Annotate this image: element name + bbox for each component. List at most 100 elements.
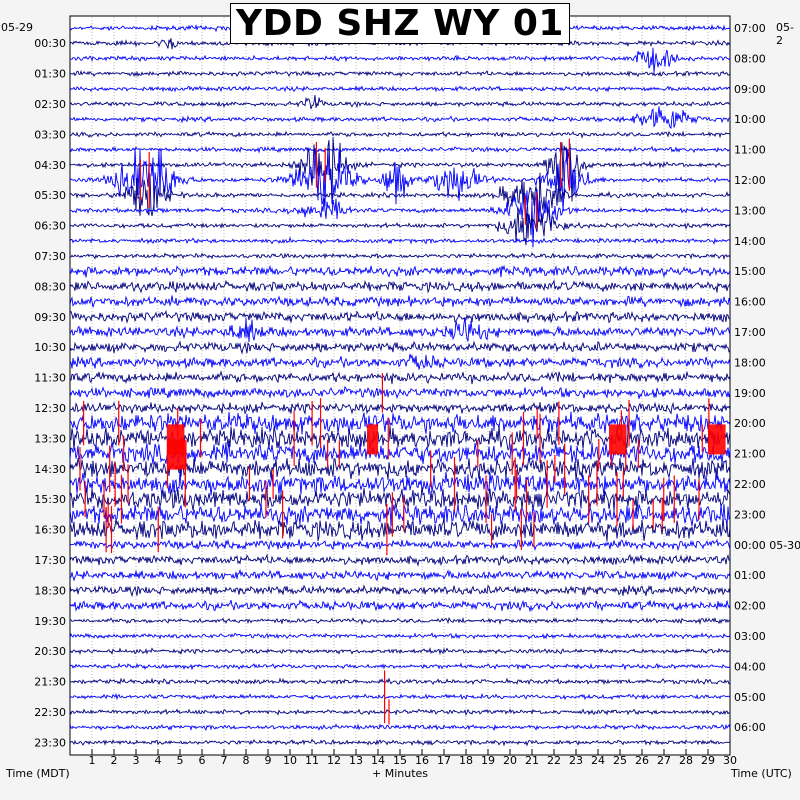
trace-line <box>69 137 731 205</box>
left-time-label: 10:30 <box>34 341 66 354</box>
right-time-label: 09:00 <box>734 83 766 96</box>
left-time-label: 16:30 <box>34 524 66 537</box>
trace-line <box>69 145 731 154</box>
trace-line <box>69 553 731 567</box>
right-time-label: 21:00 <box>734 448 766 461</box>
left-time-label: 12:30 <box>34 402 66 415</box>
x-tick-label: 11 <box>305 754 319 767</box>
x-tick-label: 8 <box>243 754 250 767</box>
trace-line <box>69 692 731 701</box>
x-tick-label: 1 <box>89 754 96 767</box>
left-time-label: 18:30 <box>34 584 66 597</box>
right-time-label: 08:00 <box>734 52 766 65</box>
trace-line <box>69 401 731 415</box>
x-tick-label: 29 <box>701 754 715 767</box>
x-tick-label: 2 <box>111 754 118 767</box>
trace-line <box>69 189 731 248</box>
x-tick-label: 24 <box>591 754 605 767</box>
trace-line <box>69 662 731 671</box>
trace-line <box>69 69 731 78</box>
chart-title-box: YDD SHZ WY 01 <box>230 3 570 44</box>
trace-line <box>69 47 731 73</box>
right-time-label: 04:00 <box>734 660 766 673</box>
trace-line <box>69 517 731 542</box>
x-tick-label: 13 <box>349 754 363 767</box>
left-time-label: 06:30 <box>34 220 66 233</box>
right-time-label: 12:00 <box>734 174 766 187</box>
right-time-label: 06:00 <box>734 721 766 734</box>
right-time-label: 15:00 <box>734 265 766 278</box>
x-tick-label: 14 <box>371 754 385 767</box>
trace-line <box>69 84 731 93</box>
trace-line <box>69 538 731 552</box>
trace-line <box>69 252 731 261</box>
left-time-label: 23:30 <box>34 736 66 749</box>
right-time-label: 22:00 <box>734 478 766 491</box>
left-time-label: 00:30 <box>34 37 66 50</box>
x-tick-label: 19 <box>481 754 495 767</box>
right-time-label: 02:00 <box>734 600 766 613</box>
right-time-label: 03:00 <box>734 630 766 643</box>
trace-line <box>69 599 731 613</box>
left-time-label: 04:30 <box>34 159 66 172</box>
left-time-label: 13:30 <box>34 432 66 445</box>
trace-line <box>69 295 731 308</box>
x-tick-label: 3 <box>133 754 140 767</box>
left-time-label: 17:30 <box>34 554 66 567</box>
x-tick-label: 28 <box>679 754 693 767</box>
x-tick-label: 10 <box>283 754 297 767</box>
clip-block <box>609 424 627 455</box>
left-time-label: 14:30 <box>34 463 66 476</box>
clip-block <box>367 424 378 455</box>
right-time-label: 05:00 <box>734 691 766 704</box>
trace-line <box>69 309 731 324</box>
right-time-label: 11:00 <box>734 144 766 157</box>
x-tick-label: 4 <box>155 754 162 767</box>
right-time-label: 14:00 <box>734 235 766 248</box>
trace-line <box>69 503 731 527</box>
trace-line <box>69 172 731 222</box>
left-time-label: 01:30 <box>34 68 66 81</box>
trace-line <box>69 632 731 640</box>
x-tick-label: 16 <box>415 754 429 767</box>
x-tick-label: 15 <box>393 754 407 767</box>
trace-line <box>69 646 731 656</box>
left-time-label: 15:30 <box>34 493 66 506</box>
left-time-label: 07:30 <box>34 250 66 263</box>
trace-line <box>69 147 731 212</box>
traces <box>69 20 731 747</box>
left-time-label: 09:30 <box>34 311 66 324</box>
x-tick-label: 5 <box>177 754 184 767</box>
trace-line <box>69 370 731 385</box>
x-tick-label: 22 <box>547 754 561 767</box>
trace-line <box>69 279 731 294</box>
trace-line <box>69 738 731 747</box>
trace-line <box>69 385 731 400</box>
clip-block <box>169 439 187 470</box>
x-tick-label: 18 <box>459 754 473 767</box>
left-time-label: 11:30 <box>34 372 66 385</box>
right-time-label: 13:00 <box>734 204 766 217</box>
x-tick-label: 30 <box>723 754 737 767</box>
trace-line <box>69 568 731 582</box>
plot-area <box>69 15 731 756</box>
right-time-label: 16:00 <box>734 296 766 309</box>
left-time-label: 20:30 <box>34 645 66 658</box>
trace-line <box>69 38 731 50</box>
left-time-label: 02:30 <box>34 98 66 111</box>
left-time-label: 05:30 <box>34 189 66 202</box>
trace-line <box>69 106 731 130</box>
x-tick-label: 6 <box>199 754 206 767</box>
trace-line <box>69 708 731 717</box>
trace-line <box>69 616 731 626</box>
left-date-label: 05-29 <box>1 21 33 34</box>
x-tick-label: 27 <box>657 754 671 767</box>
left-time-label: 08:30 <box>34 280 66 293</box>
x-tick-label: 12 <box>327 754 341 767</box>
x-tick-label: 9 <box>265 754 272 767</box>
trace-line <box>69 353 731 370</box>
trace-line <box>69 264 731 278</box>
trace-line <box>69 236 731 245</box>
right-time-label: 20:00 <box>734 417 766 430</box>
trace-line <box>69 471 731 497</box>
